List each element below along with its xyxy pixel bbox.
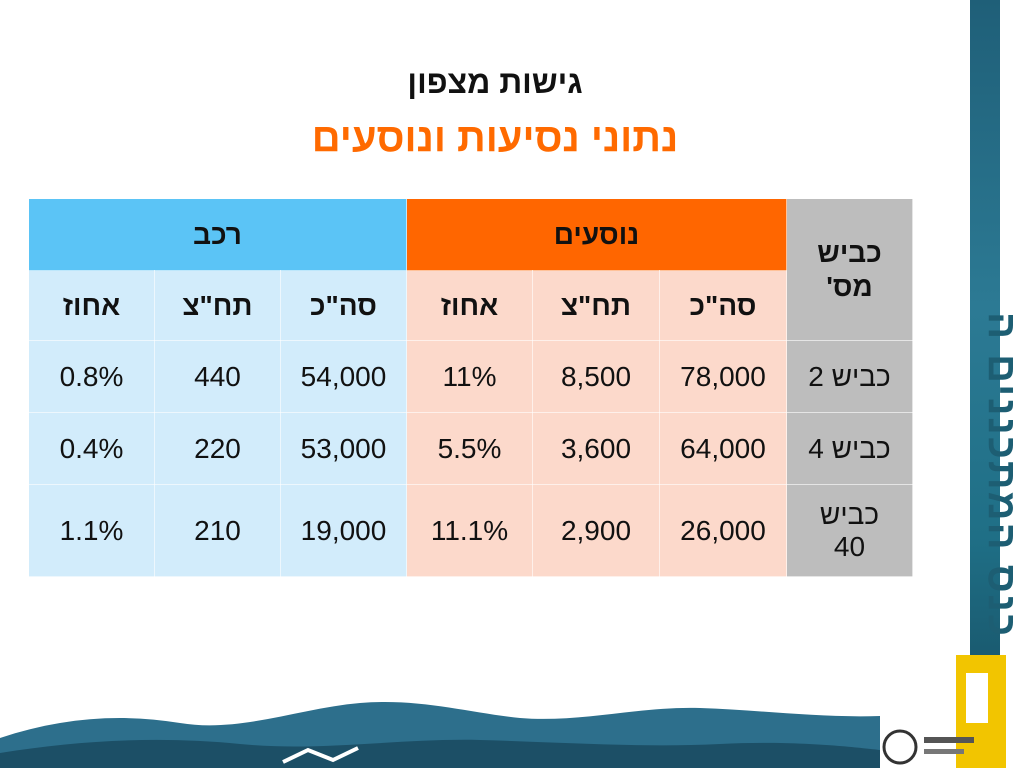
engineering-logo-icon xyxy=(882,729,974,765)
table-cell: 11% xyxy=(406,340,533,413)
road-number-header: כביש מס' xyxy=(786,198,913,341)
five-logo-icon xyxy=(956,655,1006,768)
table-cell: 3,600 xyxy=(532,412,660,485)
sub-header-transit-passengers: תח"צ xyxy=(532,270,660,341)
road-header-label: כביש מס' xyxy=(817,236,882,302)
table-cell: 64,000 xyxy=(659,412,787,485)
slide-title: נתוני נסיעות ונוסעים xyxy=(311,116,679,160)
table-cell: 8,500 xyxy=(532,340,660,413)
sub-header-total-vehicles: סה"כ xyxy=(280,270,407,341)
table-row: כביש 4 64,000 3,600 5.5% 53,000 220 0.4% xyxy=(28,412,913,485)
vehicles-group-header: רכב xyxy=(28,198,407,271)
decorative-side-stripe xyxy=(970,0,1000,768)
sub-header-total-passengers: סה"כ xyxy=(659,270,787,341)
sub-header-transit-vehicles: תח"צ xyxy=(154,270,281,341)
table-cell: 0.4% xyxy=(28,412,155,485)
table-cell: 78,000 xyxy=(659,340,787,413)
table-cell: 5.5% xyxy=(406,412,533,485)
table-cell: 11.1% xyxy=(406,484,533,577)
sub-header-percent-passengers: אחוז xyxy=(406,270,533,341)
road-label: כביש 40 xyxy=(786,484,913,577)
passengers-group-header: נוסעים xyxy=(406,198,787,271)
table-cell: 1.1% xyxy=(28,484,155,577)
table-cell: 53,000 xyxy=(280,412,407,485)
table-cell: 54,000 xyxy=(280,340,407,413)
slide-subtitle: גישות מצפון xyxy=(407,64,583,100)
sub-header-percent-vehicles: אחוז xyxy=(28,270,155,341)
table-cell: 0.8% xyxy=(28,340,155,413)
table-cell: 210 xyxy=(154,484,281,577)
road-label: כביש 4 xyxy=(786,412,913,485)
table-cell: 26,000 xyxy=(659,484,787,577)
conference-vertical-title: כנס המתכננים ה xyxy=(980,311,1024,639)
company-logo-icon xyxy=(282,746,359,764)
table-cell: 2,900 xyxy=(532,484,660,577)
passenger-data-table: כביש מס' נוסעים רכב סה"כ תח"צ אחוז סה"כ … xyxy=(28,198,913,577)
table-row: כביש 40 26,000 2,900 11.1% 19,000 210 1.… xyxy=(28,484,913,577)
table-cell: 19,000 xyxy=(280,484,407,577)
table-cell: 440 xyxy=(154,340,281,413)
table-row: כביש 2 78,000 8,500 11% 54,000 440 0.8% xyxy=(28,340,913,413)
table-cell: 220 xyxy=(154,412,281,485)
mountain-landscape-image xyxy=(0,701,880,768)
road-label: כביש 2 xyxy=(786,340,913,413)
